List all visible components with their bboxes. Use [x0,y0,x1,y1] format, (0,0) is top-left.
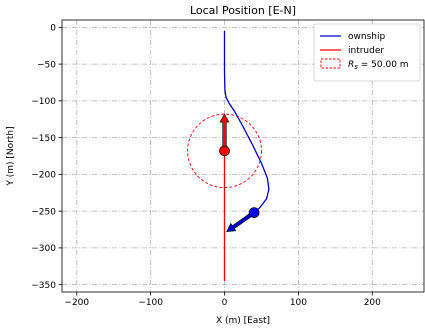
legend-label-radius: Rs = 50.00 m [348,60,409,71]
ownship-trajectory [223,31,270,214]
y-tick-label: −150 [31,134,56,144]
legend-label-intruder: intruder [348,46,384,56]
y-axis-label: Y (m) [North] [6,126,16,186]
plot-frame [61,19,425,293]
x-tick-label: 0 [222,298,228,308]
y-tick-label: −250 [31,207,56,217]
y-ticks: 0 −50 −100 −150 −200 −250 −300 −350 [31,24,62,291]
legend: ownship intruder Rs = 50.00 m [313,23,421,82]
x-tick-label: −200 [64,298,89,308]
y-tick-label: −350 [31,281,56,291]
y-tick-label: 0 [50,24,56,34]
intruder-heading-arrow [219,113,230,152]
y-tick-label: −100 [31,97,56,107]
x-tick-label: 200 [364,298,381,308]
legend-box [313,23,421,82]
x-tick-label: −100 [138,298,163,308]
chart-title: Local Position [E-N] [190,4,296,17]
gridlines [62,20,424,292]
legend-label-ownship: ownship [348,32,385,42]
y-tick-label: −50 [37,60,56,70]
plot-area [187,31,270,281]
legend-swatch-radius [320,58,341,69]
x-ticks: −200 −100 0 100 200 [64,292,381,308]
x-tick-label: 100 [290,298,307,308]
intruder-position-marker [219,145,230,157]
y-tick-label: −300 [31,244,56,254]
ownship-position-marker [248,207,260,218]
x-axis-label: X (m) [East] [216,316,270,326]
y-tick-label: −200 [31,171,56,181]
